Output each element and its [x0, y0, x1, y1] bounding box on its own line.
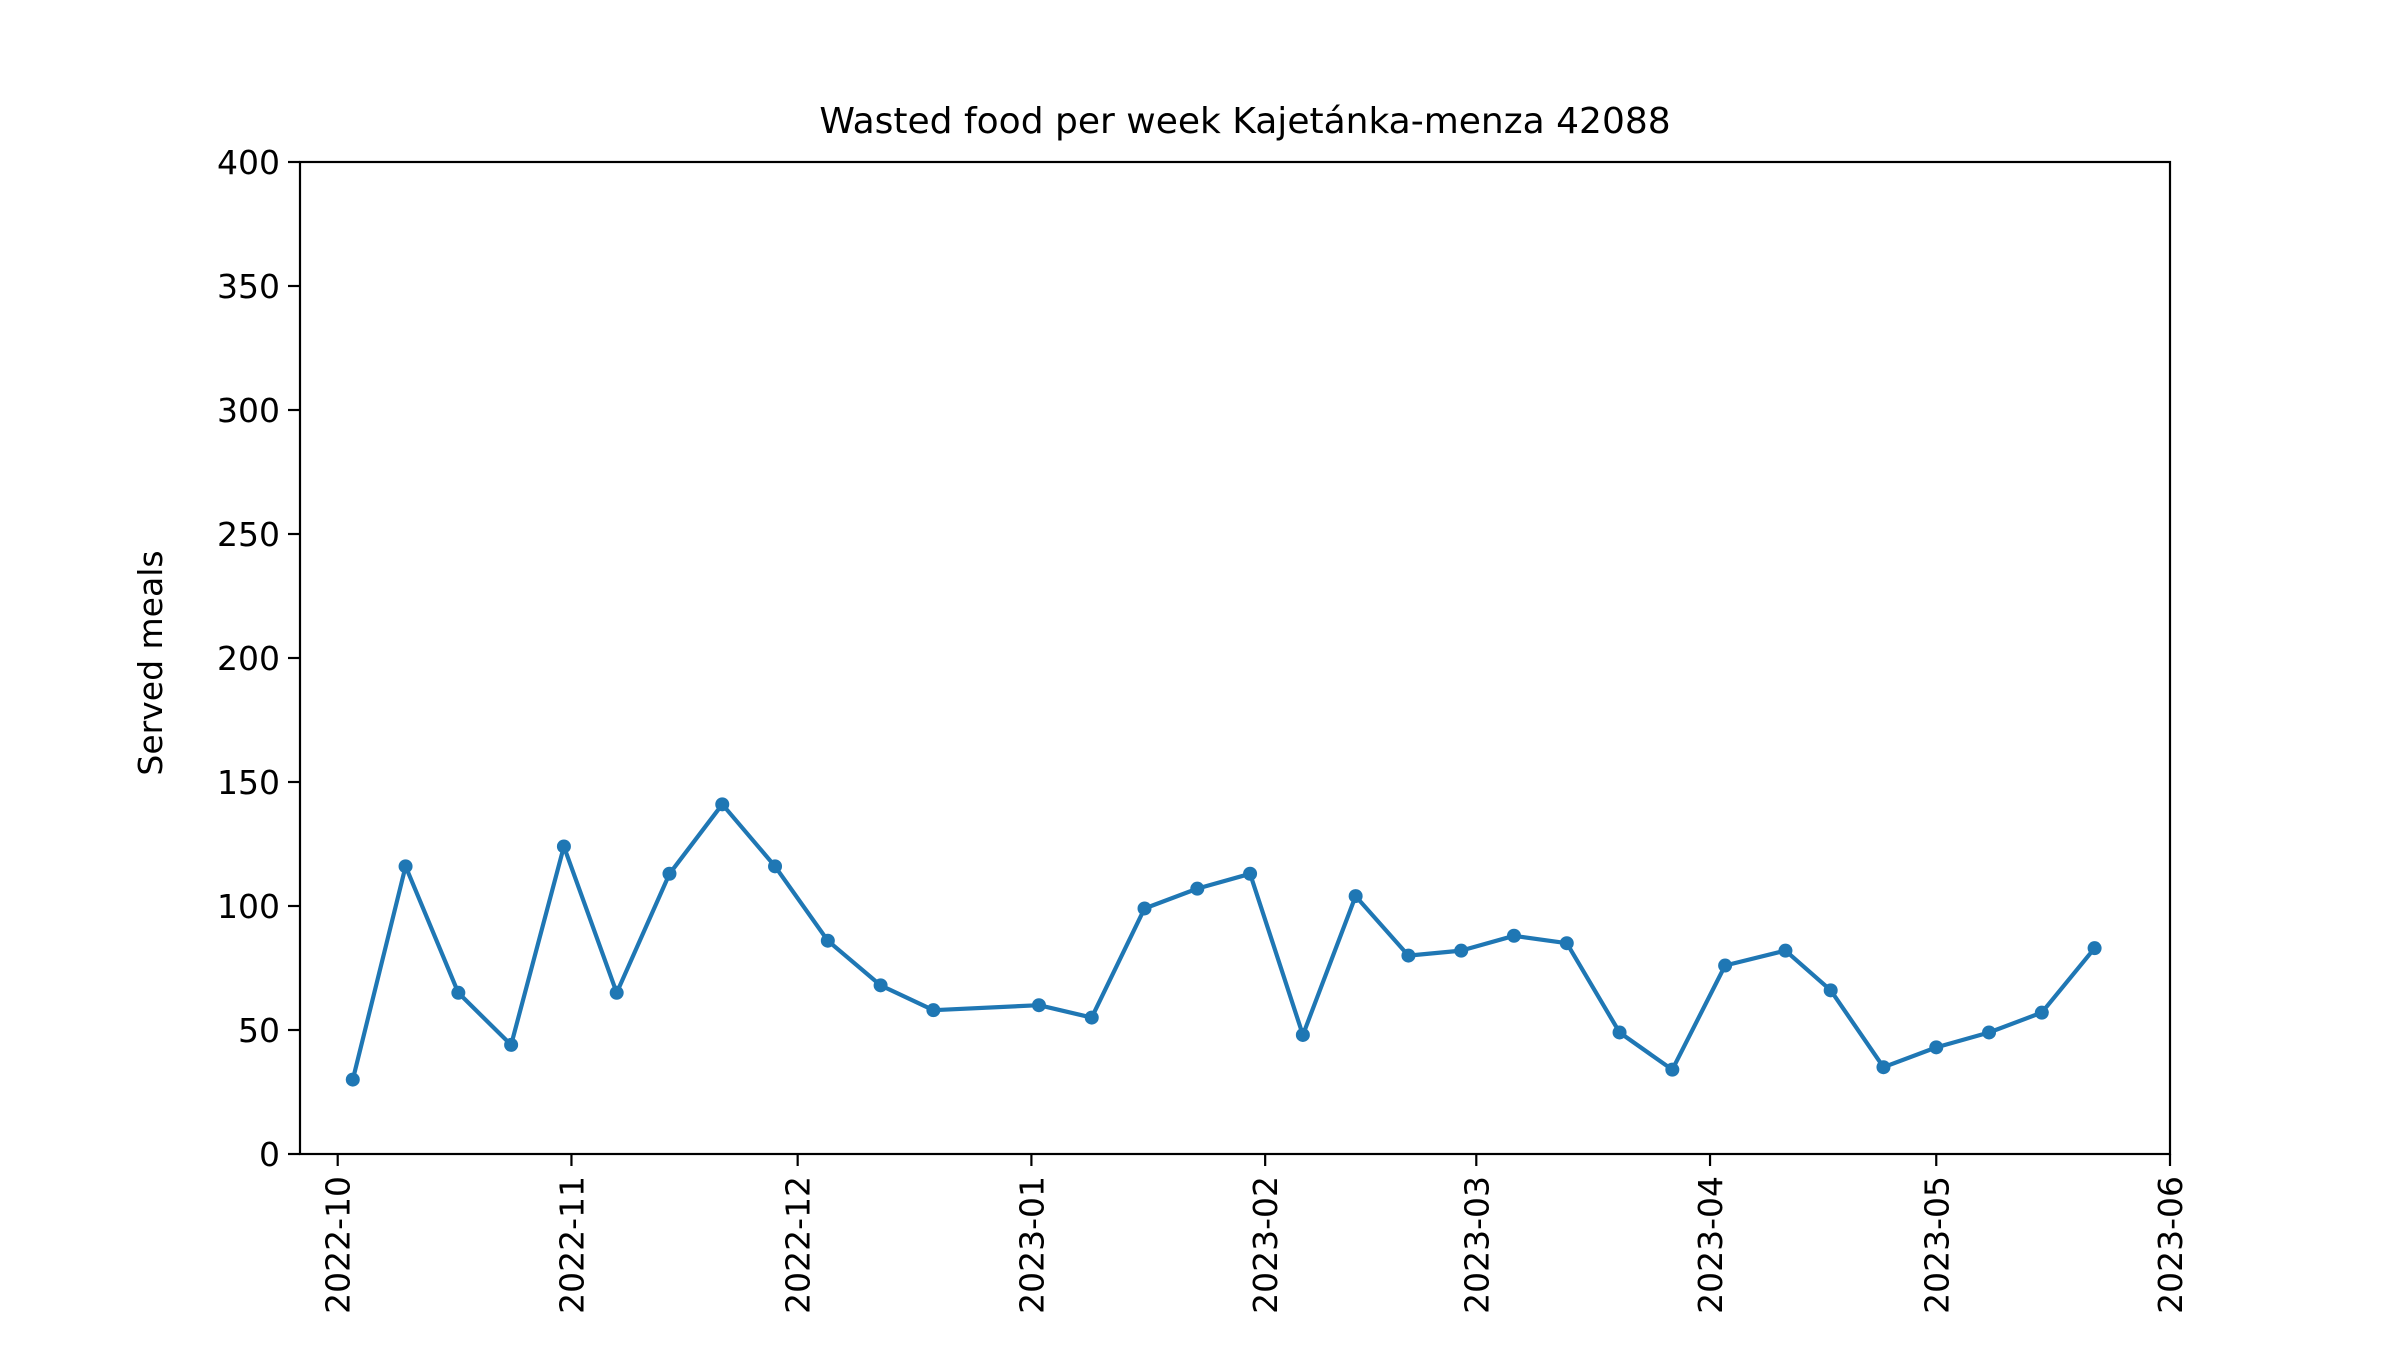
data-point: [1137, 901, 1152, 916]
y-tick-label: 200: [217, 639, 280, 678]
x-axis: 2022-10 2022-11 2022-12 2023-01 2023-02 2023-…: [319, 1154, 2190, 1314]
data-point: [1982, 1025, 1997, 1040]
data-point: [1665, 1062, 1680, 1077]
data-point: [1612, 1025, 1627, 1040]
data-point: [926, 1003, 941, 1018]
x-tick-label: 2022-10: [319, 1176, 358, 1314]
x-tick-label: 2023-02: [1246, 1176, 1285, 1314]
y-axis: 0 50 100 150 200 250 300 350 400: [217, 143, 300, 1174]
y-tick-label: 0: [259, 1135, 280, 1174]
data-point: [662, 866, 677, 881]
data-point: [1031, 998, 1046, 1013]
x-tick-label: 2023-05: [1917, 1176, 1956, 1314]
series-line: [350, 802, 2097, 1082]
y-tick-label: 150: [217, 763, 280, 802]
data-point: [715, 797, 730, 812]
data-point: [1243, 866, 1258, 881]
x-tick-label: 2023-01: [1012, 1176, 1051, 1314]
plot-frame: [298, 160, 2172, 1156]
data-point: [1718, 958, 1733, 973]
data-point: [1929, 1040, 1944, 1055]
data-point: [820, 933, 835, 948]
data-point: [609, 985, 624, 1000]
data-point: [768, 859, 783, 874]
data-point: [2087, 941, 2102, 956]
y-tick-label: 350: [217, 267, 280, 306]
data-point: [1506, 928, 1521, 943]
data-point: [1348, 889, 1363, 904]
data-point: [873, 978, 888, 993]
data-point: [1559, 936, 1574, 951]
chart-title: Wasted food per week Kajetánka-menza 420…: [819, 101, 1670, 142]
y-axis-label: Served meals: [131, 550, 170, 775]
x-tick-label: 2022-12: [779, 1176, 818, 1314]
data-point: [1401, 948, 1416, 963]
data-point: [345, 1072, 360, 1087]
data-point: [398, 859, 413, 874]
plot-area: [345, 797, 2102, 1087]
data-point: [1295, 1027, 1310, 1042]
y-tick-label: 100: [217, 887, 280, 926]
data-point: [2034, 1005, 2049, 1020]
data-point: [451, 985, 466, 1000]
data-point: [556, 839, 571, 854]
x-tick-label: 2023-03: [1457, 1176, 1496, 1314]
data-point: [504, 1037, 519, 1052]
y-tick-label: 300: [217, 391, 280, 430]
y-tick-label: 50: [238, 1011, 280, 1050]
x-tick-label: 2023-06: [2151, 1176, 2190, 1314]
x-tick-label: 2022-11: [552, 1176, 591, 1314]
y-tick-label: 250: [217, 515, 280, 554]
data-point: [1778, 943, 1793, 958]
x-tick-label: 2023-04: [1691, 1176, 1730, 1314]
y-tick-label: 400: [217, 143, 280, 182]
data-point: [1084, 1010, 1099, 1025]
data-point: [1190, 881, 1205, 896]
data-point: [1876, 1060, 1891, 1075]
data-point: [1823, 983, 1838, 998]
data-point: [1454, 943, 1469, 958]
